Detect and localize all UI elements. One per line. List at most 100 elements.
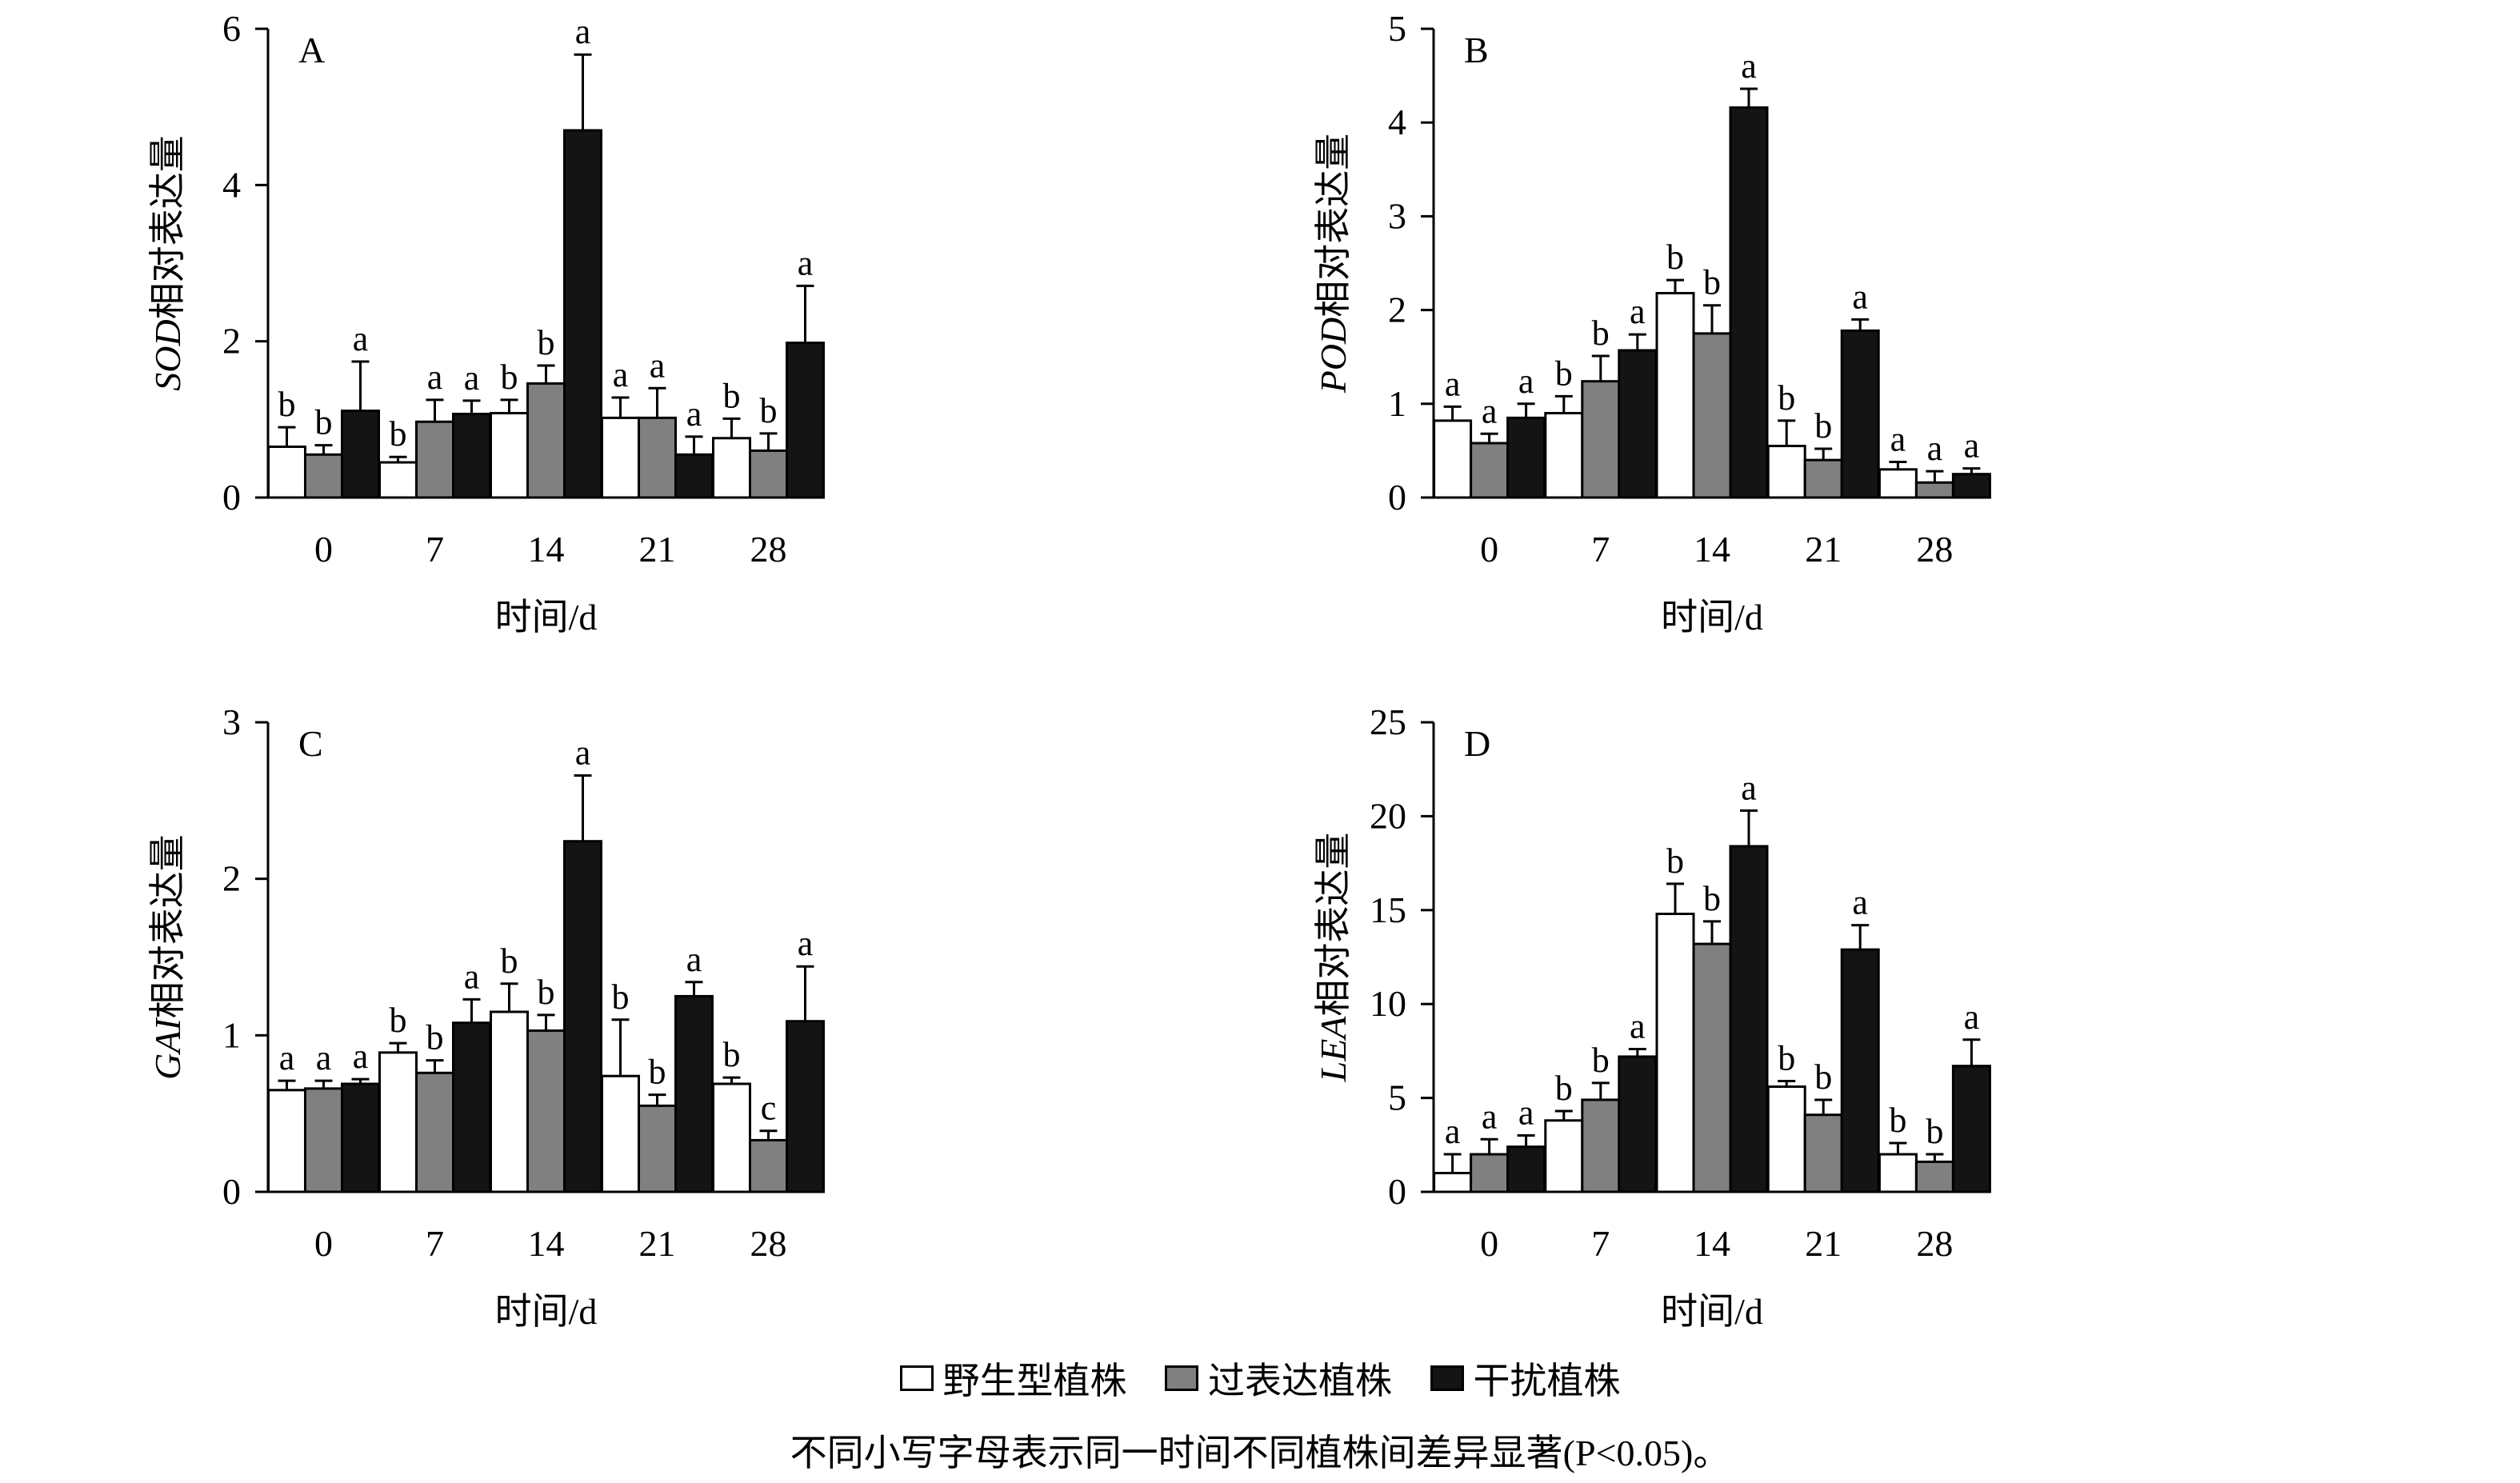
- significance-letter: b: [1592, 1041, 1610, 1080]
- bar-rnai: [341, 410, 380, 499]
- significance-letter: b: [723, 376, 741, 415]
- bar-wild: [378, 461, 418, 499]
- x-tick-label: 21: [1805, 529, 1842, 570]
- bar-wild: [1878, 1153, 1918, 1193]
- significance-letter: a: [427, 358, 443, 397]
- x-tick-label: 28: [750, 529, 787, 570]
- legend-swatch-rnai: [1430, 1365, 1464, 1391]
- legend-swatch-wild: [899, 1365, 934, 1391]
- significance-letter: a: [353, 319, 369, 358]
- bar-over: [1581, 1098, 1621, 1193]
- legend-item-wild: 野生型植株: [899, 1352, 1127, 1405]
- y-axis-label-gene: LEA: [1313, 1016, 1354, 1083]
- significance-letter: b: [723, 1035, 741, 1074]
- y-axis-label-suffix: 相对表达量: [1313, 833, 1354, 1017]
- significance-letter: b: [1703, 263, 1721, 302]
- bar-wild: [267, 1089, 306, 1193]
- bar-rnai: [1840, 948, 1880, 1193]
- significance-letter: b: [501, 941, 518, 981]
- bar-wild: [601, 416, 640, 499]
- significance-letter: a: [1482, 391, 1498, 430]
- bar-wild: [1766, 445, 1806, 499]
- significance-letter: b: [1814, 406, 1832, 446]
- bar-over: [1470, 1153, 1510, 1193]
- bar-wild: [1433, 1172, 1473, 1193]
- bar-wild: [1655, 292, 1695, 499]
- significance-letter: b: [538, 973, 555, 1012]
- legend-item-over: 过表达植株: [1165, 1352, 1392, 1405]
- significance-letter: b: [1814, 1057, 1832, 1097]
- significance-letter: a: [575, 734, 591, 773]
- bar-over: [304, 1087, 343, 1193]
- significance-letter: a: [1518, 362, 1534, 401]
- significance-letter: b: [1703, 879, 1721, 918]
- bar-over: [1470, 442, 1510, 499]
- bar-rnai: [1729, 845, 1769, 1193]
- x-axis-label: 时间/d: [1661, 597, 1763, 638]
- bar-rnai: [1840, 329, 1880, 499]
- y-axis-label: LEA相对表达量: [1313, 833, 1354, 1083]
- bar-wild: [601, 1074, 640, 1193]
- y-axis-label-suffix: 相对表达量: [147, 834, 188, 1018]
- significance-letter: a: [613, 355, 629, 394]
- significance-letter: b: [760, 391, 778, 430]
- significance-letter: a: [1445, 1112, 1461, 1151]
- bar-over: [1803, 1113, 1843, 1193]
- legend-label-over: 过表达植株: [1208, 1361, 1392, 1401]
- bar-over: [526, 382, 566, 499]
- bar-rnai: [1951, 473, 1991, 499]
- bar-wild: [1766, 1085, 1806, 1193]
- legend: 野生型植株 过表达植株 干扰植株: [0, 1352, 2520, 1405]
- bar-over: [1914, 481, 1954, 499]
- significance-letter: a: [1630, 292, 1646, 331]
- significance-letter: a: [353, 1037, 369, 1076]
- significance-letter: b: [278, 385, 296, 424]
- y-axis-label-suffix: 相对表达量: [1313, 134, 1354, 318]
- significance-letter: b: [612, 977, 630, 1017]
- significance-letter: b: [390, 414, 407, 454]
- x-tick-label: 0: [314, 1223, 333, 1264]
- bar-rnai: [674, 994, 714, 1193]
- bar-over: [749, 449, 788, 499]
- significance-letter: b: [501, 358, 518, 397]
- significance-letter: b: [315, 403, 333, 442]
- y-axis-label: GAI相对表达量: [147, 834, 188, 1080]
- significance-letter: b: [426, 1018, 444, 1057]
- significance-letter: a: [1482, 1097, 1498, 1136]
- y-tick-label: 6: [222, 8, 241, 49]
- y-tick-label: 3: [1388, 195, 1406, 236]
- y-axis-label-gene: GAI: [147, 1017, 188, 1080]
- significance-letter: c: [761, 1089, 777, 1128]
- x-tick-label: 14: [1694, 529, 1730, 570]
- x-tick-label: 14: [528, 529, 565, 570]
- significance-letter: a: [1964, 997, 1980, 1037]
- x-tick-label: 0: [1480, 1223, 1498, 1264]
- bar-over: [638, 1104, 677, 1193]
- y-tick-label: 20: [1370, 795, 1406, 836]
- x-tick-label: 21: [1805, 1223, 1842, 1264]
- significance-letter: a: [279, 1038, 295, 1077]
- significance-letter: a: [464, 957, 480, 996]
- bar-wild: [712, 437, 751, 499]
- bar-rnai: [341, 1082, 380, 1193]
- bar-rnai: [1506, 1145, 1546, 1193]
- bar-wild: [1544, 1119, 1584, 1193]
- bar-over: [1692, 332, 1732, 499]
- bar-over: [1914, 1160, 1954, 1193]
- legend-swatch-over: [1165, 1365, 1198, 1391]
- significance-letter: b: [1889, 1101, 1906, 1140]
- x-tick-label: 0: [314, 529, 333, 570]
- significance-letter: a: [798, 924, 814, 963]
- bar-rnai: [1506, 416, 1546, 499]
- y-tick-label: 5: [1388, 1077, 1406, 1118]
- bar-rnai: [452, 412, 491, 499]
- significance-letter: b: [1926, 1112, 1943, 1151]
- significance-letter: b: [1592, 314, 1610, 353]
- bar-wild: [490, 1010, 529, 1193]
- x-tick-label: 7: [426, 1223, 444, 1264]
- y-axis-label: SOD相对表达量: [147, 135, 188, 390]
- y-tick-label: 2: [222, 858, 241, 899]
